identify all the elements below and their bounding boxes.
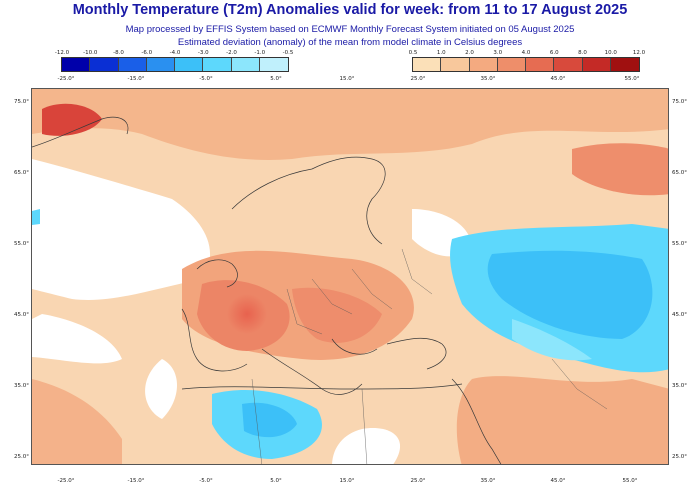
cold-colorbar-cells — [62, 58, 288, 71]
warm-colorbar-swatch-5 — [554, 58, 583, 71]
cold-scale-label: 5.0° — [270, 76, 282, 82]
warm-colorbar-swatch-4 — [526, 58, 555, 71]
cold-colorbar-value-label: -4.0 — [169, 50, 181, 56]
cold-scale-label: -5.0° — [199, 76, 213, 82]
cold-colorbar-swatch-3 — [146, 58, 175, 71]
cold-colorbar — [61, 57, 289, 72]
cold-colorbar-value-label: -12.0 — [54, 50, 70, 56]
latitude-label-left: 55.0° — [14, 241, 29, 247]
warm-west-africa — [32, 379, 122, 464]
latitude-label-right: 35.0° — [672, 383, 687, 389]
longitude-label: -15.0° — [127, 478, 145, 484]
map-title: Monthly Temperature (T2m) Anomalies vali… — [72, 2, 628, 18]
warm-colorbar-swatch-1 — [441, 58, 470, 71]
warm-colorbar-swatch-3 — [497, 58, 526, 71]
longitude-label: -25.0° — [57, 478, 75, 484]
warm-colorbar-value-label: 3.0 — [493, 50, 503, 56]
cold-colorbar-value-label: -2.0 — [226, 50, 237, 56]
country-borders — [251, 248, 608, 464]
cold-colorbar-swatch-4 — [175, 58, 204, 71]
cold-colorbar-value-label: -6.0 — [141, 50, 153, 56]
cold-colorbar-value-label: -0.5 — [282, 50, 294, 56]
longitude-label: 5.0° — [270, 478, 282, 484]
warm-colorbar-value-label: 12.0 — [632, 50, 646, 56]
anomaly-map — [31, 88, 669, 465]
top-mid-scale-label: 15.0° — [339, 76, 355, 82]
latitude-label-right: 55.0° — [672, 241, 687, 247]
cold-colorbar-value-label: -8.0 — [113, 50, 124, 56]
warm-colorbar-value-label: 6.0 — [549, 50, 559, 56]
warm-arctic-band — [32, 89, 668, 160]
near-zero-morocco — [145, 359, 177, 419]
longitude-label: 25.0° — [410, 478, 426, 484]
longitude-label: 55.0° — [622, 478, 638, 484]
near-zero-midatlantic — [32, 314, 122, 364]
cold-colorbar-value-label: -3.0 — [197, 50, 209, 56]
hotspot-france — [227, 294, 267, 334]
latitude-label-right: 75.0° — [672, 99, 687, 105]
cold-colorbar-swatch-0 — [62, 58, 91, 71]
cold-colorbar-swatch-7 — [259, 58, 288, 71]
warm-colorbar-swatch-6 — [582, 58, 611, 71]
warm-middle-east — [456, 376, 668, 464]
warm-colorbar-cells — [413, 58, 639, 71]
warm-colorbar-value-label: 0.5 — [408, 50, 418, 56]
cold-scale-label: -25.0° — [57, 76, 75, 82]
cold-colorbar-value-label: -1.0 — [254, 50, 266, 56]
warm-colorbar-swatch-7 — [610, 58, 639, 71]
longitude-label: -5.0° — [199, 478, 213, 484]
latitude-label-left: 45.0° — [14, 312, 29, 318]
warm-colorbar-value-label: 8.0 — [578, 50, 587, 56]
cold-core-russia — [487, 250, 653, 339]
cold-colorbar-swatch-5 — [203, 58, 232, 71]
map-subtitle-units: Estimated deviation (anomaly) of the mea… — [177, 37, 523, 48]
longitude-label: 35.0° — [480, 478, 496, 484]
warm-scale-label: 25.0° — [410, 76, 426, 82]
latitude-label-right: 25.0° — [672, 454, 687, 460]
latitude-label-left: 35.0° — [14, 383, 29, 389]
latitude-label-right: 45.0° — [672, 312, 687, 318]
warm-colorbar-value-label: 1.0 — [436, 50, 446, 56]
warm-colorbar-value-label: 4.0 — [521, 50, 531, 56]
cold-colorbar-value-label: -10.0 — [83, 50, 98, 56]
near-zero-sahara — [332, 428, 401, 464]
warm-scale-label: 45.0° — [550, 76, 566, 82]
latitude-label-left: 75.0° — [14, 99, 29, 105]
warm-scale-label: 35.0° — [480, 76, 496, 82]
warm-colorbar — [412, 57, 640, 72]
cold-colorbar-swatch-2 — [118, 58, 147, 71]
latitude-label-right: 65.0° — [672, 170, 687, 176]
warm-scale-label: 55.0° — [624, 76, 640, 82]
latitude-label-left: 65.0° — [14, 170, 29, 176]
cold-scale-label: -15.0° — [127, 76, 145, 82]
warm-colorbar-value-label: 10.0 — [604, 50, 617, 56]
longitude-label: 45.0° — [550, 478, 566, 484]
cold-atlantic-spot — [32, 209, 40, 225]
cold-colorbar-swatch-6 — [231, 58, 260, 71]
near-zero-atlantic — [32, 159, 211, 300]
hot-alps-balkans — [292, 287, 382, 343]
hot-greenland — [42, 103, 102, 136]
warm-colorbar-value-label: 2.0 — [465, 50, 474, 56]
coastlines — [32, 116, 502, 464]
longitude-label: 15.0° — [339, 478, 355, 484]
anomaly-map-canvas — [32, 89, 668, 464]
warm-colorbar-swatch-0 — [413, 58, 442, 71]
hot-ural-arctic — [572, 143, 668, 196]
warm-colorbar-swatch-2 — [469, 58, 498, 71]
cold-colorbar-swatch-1 — [90, 58, 119, 71]
cold-black-sea — [512, 319, 592, 361]
map-subtitle-source: Map processed by EFFIS System based on E… — [125, 24, 575, 35]
latitude-label-left: 25.0° — [14, 454, 29, 460]
